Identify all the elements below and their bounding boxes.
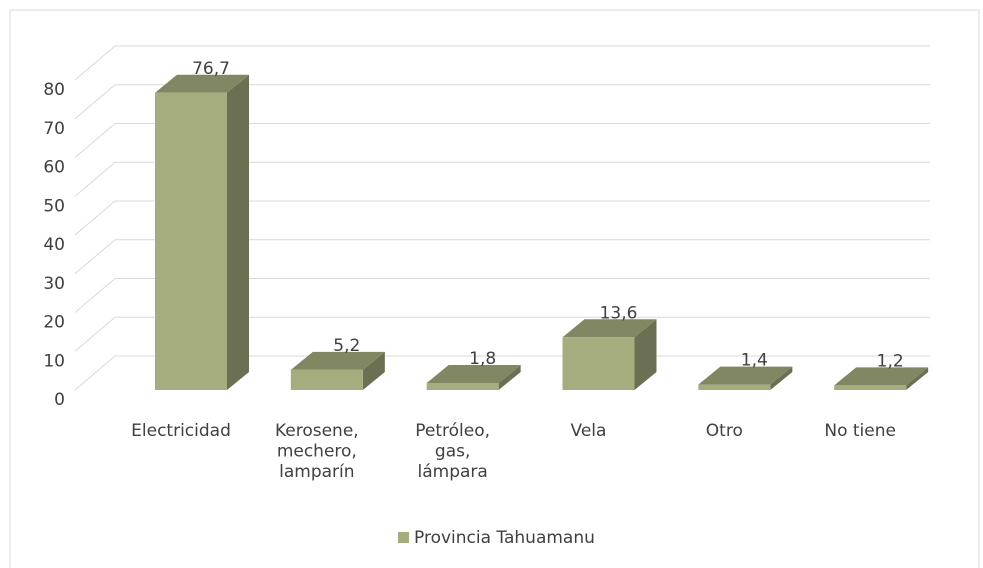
bar [155,74,249,390]
bar-front [834,385,907,390]
bar-front [290,369,363,390]
grid-line [74,123,116,158]
bar-side [634,319,657,390]
y-tick-label: 50 [43,196,65,216]
bar [562,319,657,390]
grid-line [74,161,116,197]
grid-line [74,278,116,313]
chart-frame [9,9,980,568]
bar-side [227,74,249,390]
y-tick-label: 20 [43,313,65,333]
bar-top [426,365,521,384]
bar-top [834,367,929,386]
x-tick-label: Vela [571,421,607,441]
bar-front [426,383,499,390]
grid-line [74,316,116,352]
y-tick-label: 70 [43,119,65,139]
value-label: 13,6 [600,303,638,323]
grid-line [74,45,116,81]
bar-front [155,92,227,390]
bar-side [498,365,521,390]
y-tick-label: 80 [43,80,65,100]
bar-top [155,74,249,93]
value-label: 76,7 [192,59,230,79]
y-tick-label: 10 [43,351,65,371]
bar-side [770,366,793,390]
x-tick-label: Petróleo, gas, lámpara [415,421,490,482]
y-tick-label: 30 [43,274,65,294]
legend-label: Provincia Tahuamanu [414,528,595,548]
bar-side [362,351,385,390]
x-tick-label: Kerosene, mechero, lamparín [275,421,359,482]
grid-line [74,84,116,120]
value-label: 5,2 [333,336,360,356]
y-tick-label: 60 [43,158,65,178]
grid-line [74,355,116,391]
legend-swatch [398,532,409,543]
bar [426,365,521,390]
bar [698,366,793,390]
y-tick-label: 0 [54,390,65,410]
value-label: 1,4 [741,351,768,371]
value-label: 1,8 [469,349,496,369]
bar [290,351,385,390]
y-tick-label: 40 [43,235,65,255]
value-label: 1,2 [877,351,904,371]
grid-line [74,200,116,236]
x-tick-label: Electricidad [131,421,231,441]
bar-side [906,367,929,390]
bar [834,367,929,390]
x-tick-label: No tiene [824,421,896,441]
bar-front [698,384,771,390]
bar-top [562,319,657,338]
bar-top [698,366,793,385]
bar-front [562,337,635,390]
bar-top [290,351,385,370]
grid-line [74,239,116,275]
x-tick-label: Otro [706,421,743,441]
